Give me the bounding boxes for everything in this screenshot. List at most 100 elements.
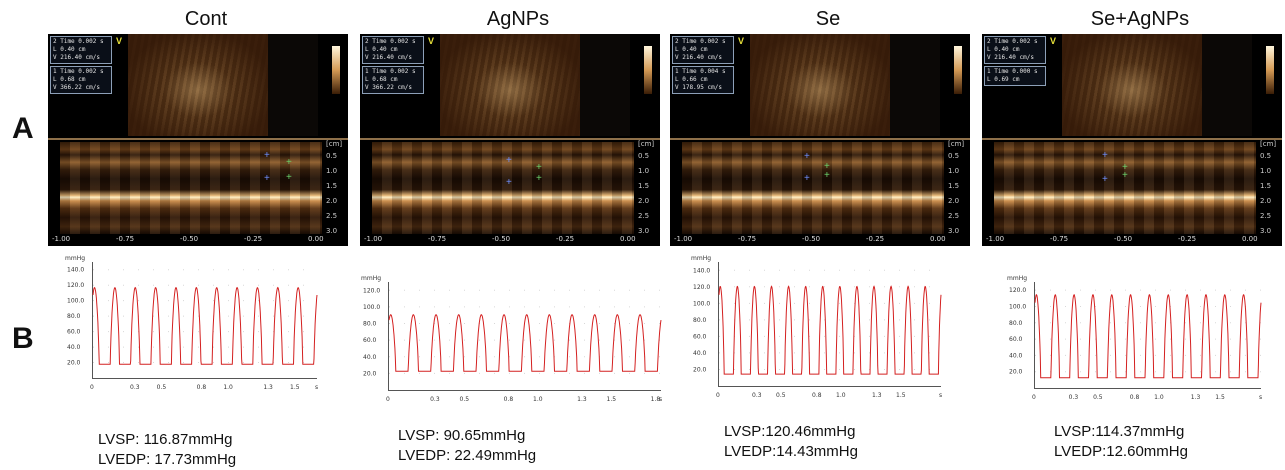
column-title-se: Se [815,8,841,30]
measurement-box: 2 Time 0.002 s L 0.40 cm V 216.40 cm/s [362,36,424,64]
time-tick: -0.50 [1114,235,1133,243]
pressure-x-tick: 1.3 [1191,394,1201,401]
caliper-marker: + [536,162,542,173]
depth-unit: [cm] [948,140,965,148]
caliper-marker: + [1102,174,1108,185]
caliper-marker: + [824,161,830,172]
pressure-y-tick: 40.0 [363,354,377,361]
time-tick: -1.00 [52,235,71,243]
pressure-y-tick: 20.0 [363,370,377,377]
measurement-line: L 0.69 cm [987,76,1020,83]
caliper-marker: + [1122,162,1128,173]
pressure-y-tick: 100.0 [1009,303,1026,310]
caliper-marker: + [1122,170,1128,181]
measurement-box: 1 Time 0.004 s L 0.66 cm V 178.95 cm/s [672,66,734,94]
pressure-x-tick: 0 [90,384,94,391]
depth-tick: 2.0 [1260,197,1272,205]
pressure-unit-label: mmHg [65,255,85,262]
gain-scale-bar [644,46,652,94]
pressure-trace [388,314,662,372]
separator-line [670,138,970,140]
m-mode-texture [372,142,634,234]
velocity-marker-label: V [428,36,435,46]
lvedp-se: LVEDP:14.43mmHg [724,443,858,460]
echo-2d-image [1062,34,1202,136]
pressure-unit-label: mmHg [691,255,711,262]
gain-scale-bar [954,46,962,94]
measurement-line: L 0.40 cm [53,46,86,53]
pressure-x-tick: 1.5 [896,392,906,399]
depth-unit: [cm] [326,140,343,148]
m-mode-texture [682,142,944,234]
lvedp-se-agnps: LVEDP:12.60mmHg [1054,443,1188,460]
pressure-x-tick: 1.3 [872,392,882,399]
pressure-svg: mmHg 120.0 100.0 80.0 60.0 40.0 20.0 0 0.3 0.5 0.8… [361,275,662,403]
depth-axis: [cm] 0.5 1.0 1.5 2.0 2.5 3.0 [1258,140,1282,235]
caliper-marker: + [804,151,810,162]
m-mode-image [994,142,1256,234]
lvsp-agnps: LVSP: 90.65mmHg [398,427,526,444]
echo-2d-image [128,34,268,136]
measurement-line: V 366.22 cm/s [53,84,100,91]
result-agnps: LVSP: 90.65mmHg LVEDP: 22.49mmHg [398,426,536,466]
time-tick: 0.00 [308,235,324,243]
pressure-x-tick: 0.8 [197,384,207,391]
pressure-x-tick: 0.5 [460,396,470,403]
caliper-marker: + [286,172,292,183]
depth-tick: 2.5 [638,212,650,220]
time-tick: -0.25 [1178,235,1197,243]
pressure-y-tick: 20.0 [693,366,707,373]
pressure-x-tick: 1.3 [577,396,587,403]
pressure-y-tick: 100.0 [67,298,84,305]
depth-tick: 2.0 [638,197,650,205]
depth-tick: 2.0 [326,197,338,205]
pressure-x-tick: 1.0 [223,384,233,391]
measurement-box: 1 Time 0.002 s L 0.68 cm V 366.22 cm/s [50,66,112,94]
caliper-marker: + [536,173,542,184]
gain-scale-bar [332,46,340,94]
pressure-y-tick: 120.0 [67,282,84,289]
pressure-x-unit: s [1259,394,1262,401]
echo-2d-image [440,34,580,136]
echo-panel: V 2 Time 0.002 s L 0.40 cm V 216.40 cm/s 1… [360,34,660,246]
pressure-x-unit: s [659,396,662,403]
measurement-line: L 0.66 cm [675,76,708,83]
pressure-x-tick: 0.5 [776,392,786,399]
pressure-y-tick: 80.0 [363,321,377,328]
time-tick: -0.75 [738,235,757,243]
caliper-marker: + [264,150,270,161]
pressure-x-tick: 0.8 [1130,394,1140,401]
depth-unit: [cm] [638,140,655,148]
row-label-a: A [12,112,34,145]
measurement-line: 1 Time 0.002 s [53,68,104,75]
caliper-marker: + [264,173,270,184]
pressure-y-tick: 20.0 [1009,369,1023,376]
echo-2d-image [750,34,890,136]
depth-tick: 3.0 [948,227,960,235]
pressure-y-tick: 100.0 [363,304,380,311]
pressure-x-tick: 0 [386,396,390,403]
echo-background [580,34,630,136]
measurement-line: 2 Time 0.002 s [987,38,1038,45]
measurement-info: 2 Time 0.002 s L 0.40 cm V 216.40 cm/s 1 … [984,36,1046,88]
measurement-info: 2 Time 0.002 s L 0.40 cm V 216.40 cm/s 1 … [362,36,424,96]
pressure-y-tick: 40.0 [67,344,81,351]
depth-axis: [cm] 0.5 1.0 1.5 2.0 2.5 3.0 [636,140,660,235]
echo-background [1202,34,1252,136]
caliper-marker: + [804,173,810,184]
measurement-line: V 366.22 cm/s [365,84,412,91]
time-tick: -0.75 [116,235,135,243]
gain-scale-bar [1266,46,1274,94]
time-axis: -1.00 -0.75 -0.50 -0.25 0.00 [670,234,970,246]
depth-tick: 2.5 [1260,212,1272,220]
pressure-x-tick: 0.3 [430,396,440,403]
pressure-x-tick: 0.5 [1093,394,1103,401]
depth-tick: 1.0 [948,167,960,175]
m-mode-image [682,142,944,234]
measurement-line: V 216.40 cm/s [365,54,412,61]
measurement-line: L 0.68 cm [53,76,86,83]
caliper-marker: + [824,170,830,181]
time-tick: 0.00 [1242,235,1258,243]
pressure-unit-label: mmHg [1007,275,1027,282]
